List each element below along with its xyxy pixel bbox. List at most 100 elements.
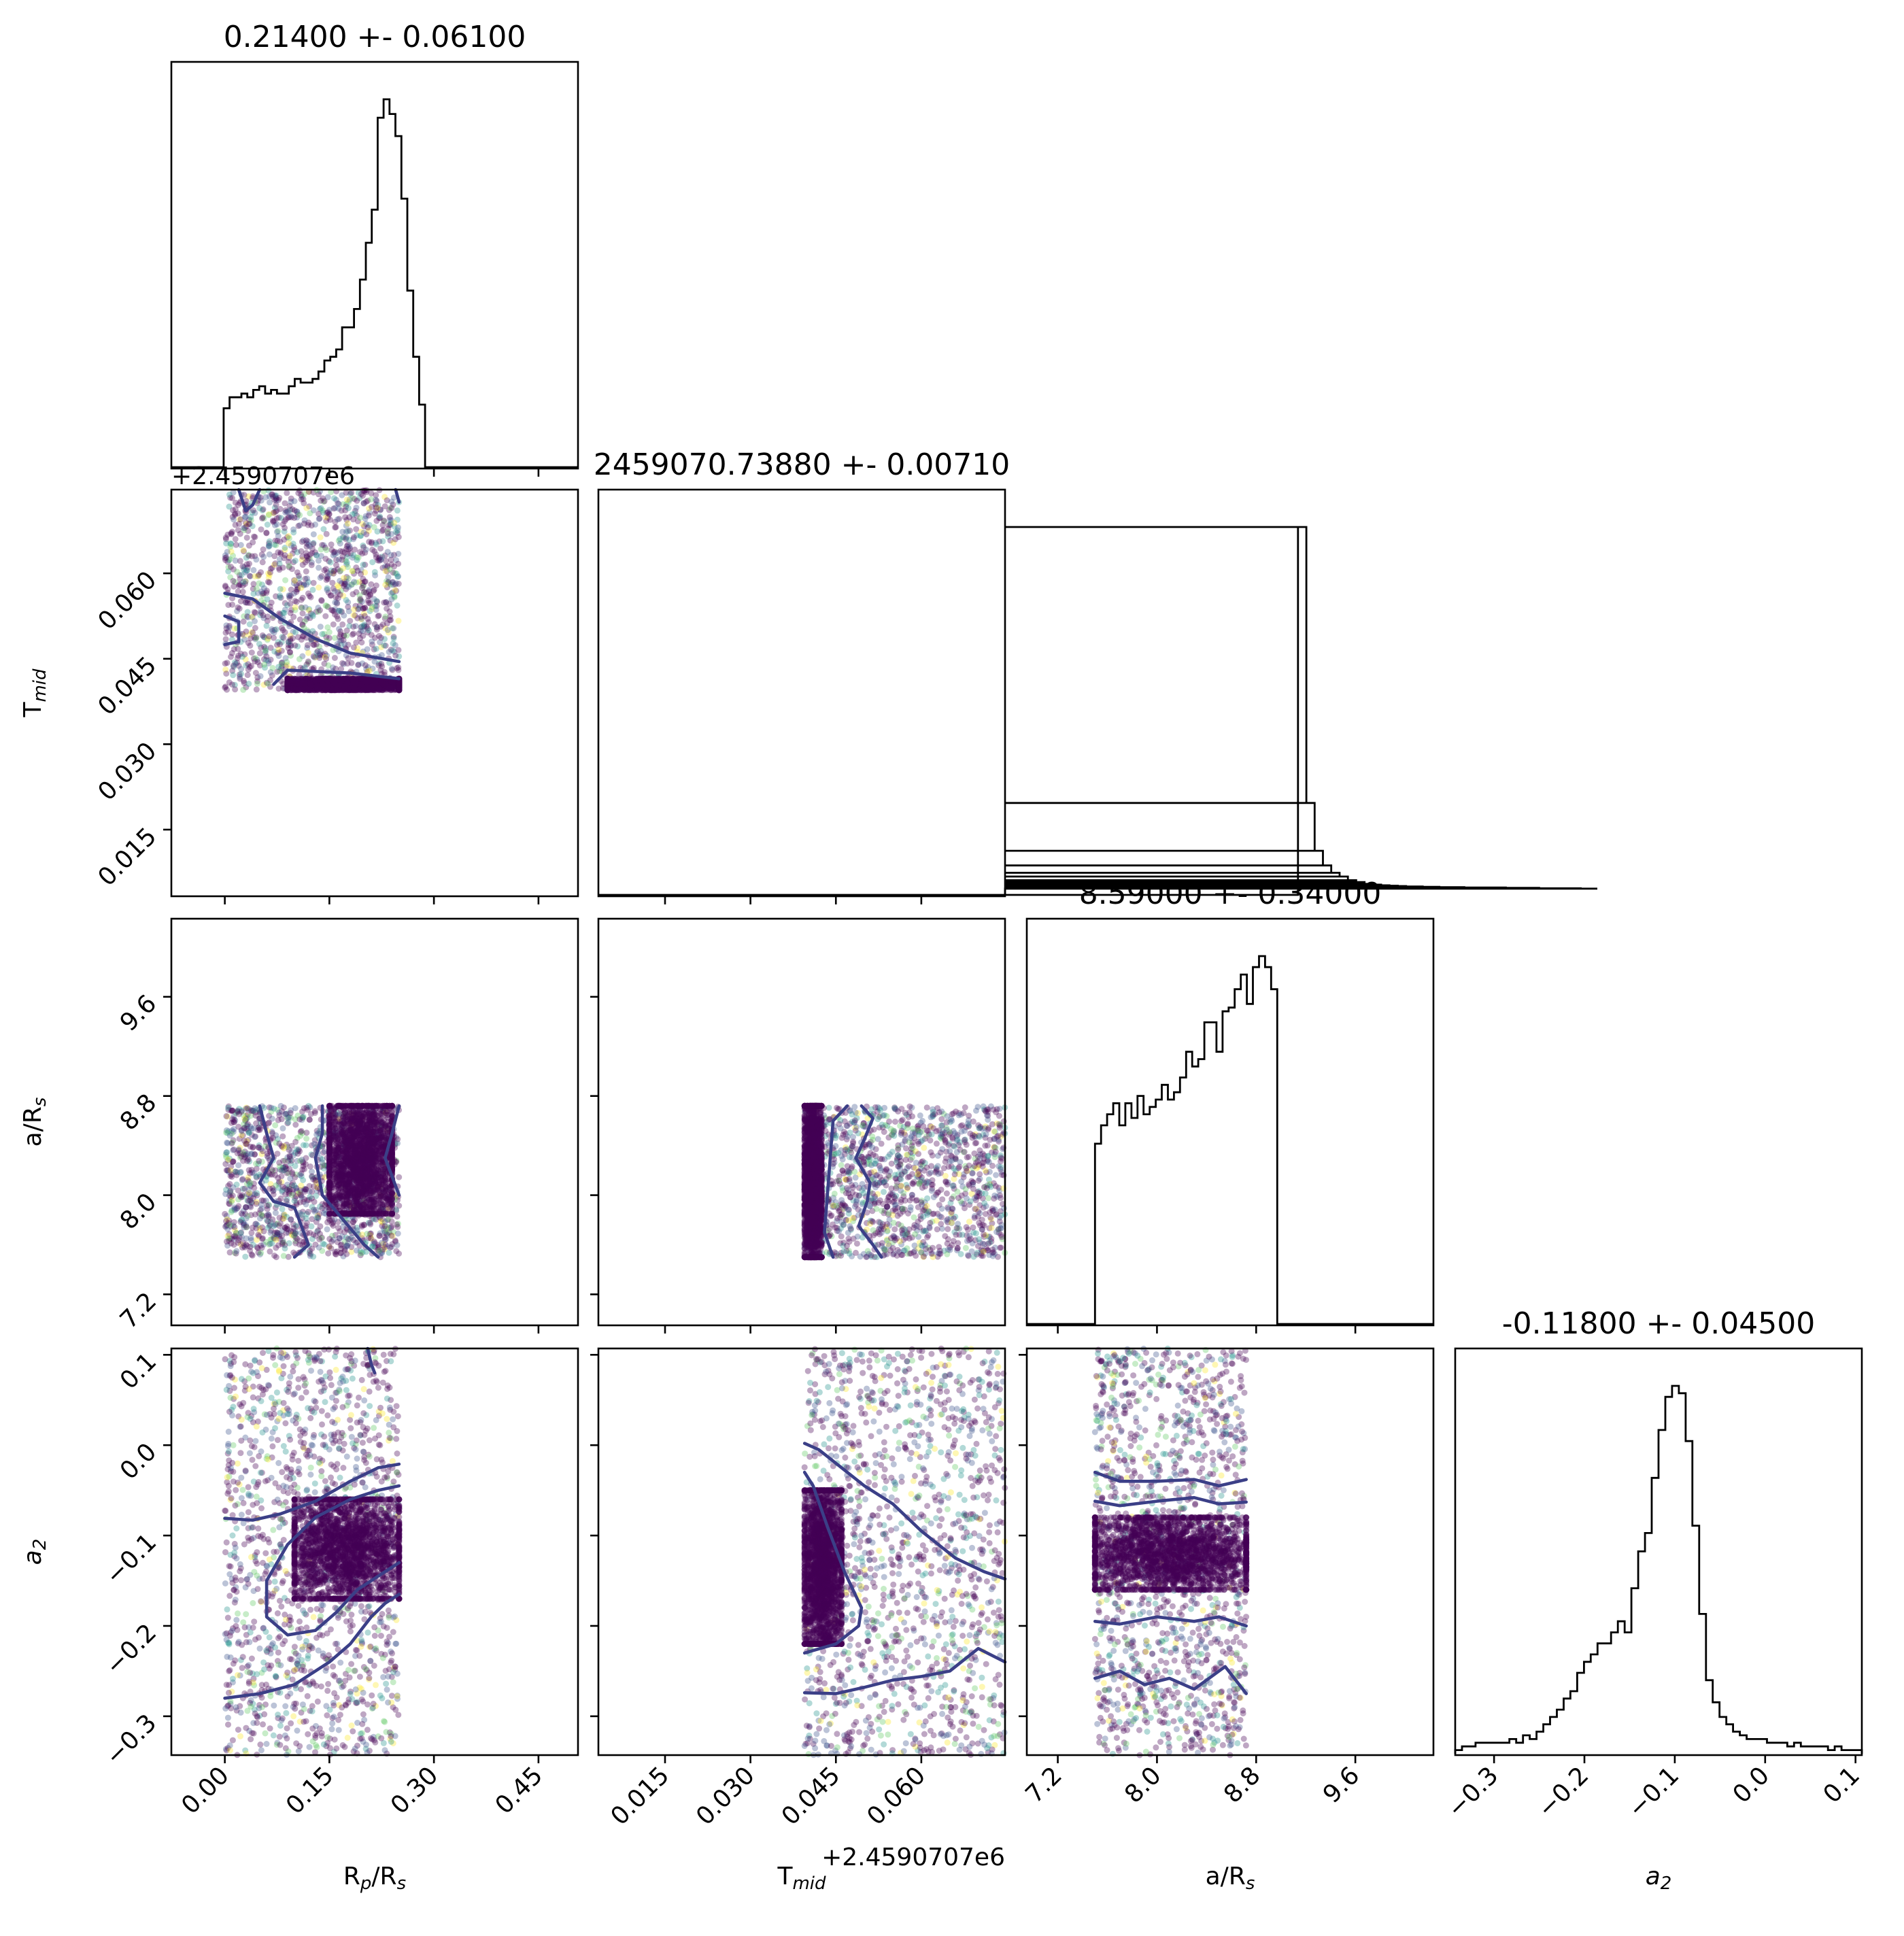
- scatter-point: [239, 588, 246, 595]
- scatter-point: [277, 641, 284, 647]
- scatter-point: [312, 654, 319, 661]
- scatter-point: [235, 582, 242, 589]
- scatter-point: [282, 500, 288, 507]
- scatter-point: [372, 572, 379, 579]
- scatter-point: [296, 616, 303, 623]
- scatter-point: [332, 518, 339, 525]
- scatter-point: [238, 1153, 245, 1159]
- scatter-point: [339, 548, 346, 555]
- scatter-point: [256, 580, 262, 587]
- scatter-point: [292, 1240, 299, 1246]
- scatter-point: [275, 514, 282, 521]
- scatter-point: [297, 1132, 304, 1139]
- scatter-point: [390, 640, 396, 647]
- scatter-point: [322, 566, 329, 573]
- scatter-point: [357, 549, 364, 556]
- scatter-point: [272, 509, 279, 515]
- scatter-point: [247, 1244, 254, 1251]
- scatter-point: [261, 661, 267, 668]
- scatter-point: [287, 609, 294, 616]
- scatter-point: [303, 1142, 309, 1149]
- scatter-point: [285, 509, 291, 515]
- scatter-point: [271, 517, 277, 524]
- scatter-point: [316, 584, 322, 591]
- scatter-point: [373, 541, 379, 548]
- scatter-point: [369, 638, 375, 645]
- scatter-point: [331, 495, 337, 502]
- scatter-point: [322, 613, 329, 619]
- scatter-point: [272, 1172, 279, 1178]
- scatter-point: [249, 553, 255, 560]
- scatter-point: [235, 1240, 241, 1246]
- scatter-point: [392, 529, 399, 535]
- scatter-point: [388, 530, 395, 537]
- scatter-point: [242, 599, 249, 606]
- scatter-point: [341, 683, 348, 690]
- scatter-point: [243, 534, 250, 541]
- scatter-point: [228, 1209, 235, 1215]
- scatter-point: [296, 522, 303, 528]
- scatter-point: [377, 507, 384, 513]
- scatter-point: [239, 1192, 245, 1198]
- scatter-point: [336, 1235, 343, 1242]
- scatter-point: [298, 548, 305, 555]
- scatter-point: [381, 636, 388, 643]
- scatter-point: [373, 517, 380, 524]
- scatter-point: [227, 574, 234, 581]
- scatter-point: [361, 613, 368, 619]
- scatter-point: [388, 596, 395, 602]
- scatter-point: [394, 1242, 401, 1249]
- scatter-point: [231, 1119, 237, 1125]
- scatter-point: [303, 543, 310, 550]
- scatter-point: [286, 562, 292, 569]
- scatter-point: [234, 660, 241, 666]
- scatter-point: [275, 646, 282, 653]
- scatter-point: [228, 636, 235, 643]
- scatter-point: [257, 673, 264, 679]
- scatter-point: [350, 644, 357, 651]
- scatter-point: [252, 618, 258, 624]
- scatter-point: [383, 684, 390, 691]
- scatter-point: [243, 1140, 250, 1147]
- scatter-point: [360, 648, 367, 655]
- scatter-point: [260, 546, 267, 553]
- scatter-point: [335, 500, 342, 507]
- scatter-point: [317, 1223, 324, 1229]
- scatter-point: [250, 629, 256, 636]
- scatter-point: [358, 639, 365, 646]
- scatter-point: [275, 528, 282, 534]
- scatter-point: [384, 626, 391, 633]
- scatter-point: [305, 649, 311, 656]
- scatter-point: [354, 557, 360, 564]
- scatter-point: [288, 607, 295, 613]
- scatter-point: [287, 600, 294, 607]
- scatter-point: [288, 643, 294, 649]
- scatter-point: [265, 613, 271, 620]
- scatter-point: [323, 656, 330, 662]
- scatter-point: [346, 623, 353, 629]
- scatter-point: [258, 551, 265, 558]
- scatter-point: [256, 662, 263, 668]
- scatter-point: [226, 624, 233, 631]
- scatter-point: [252, 1105, 258, 1112]
- scatter-point: [326, 1236, 333, 1242]
- scatter-point: [269, 1134, 276, 1141]
- scatter-point: [362, 515, 369, 522]
- scatter-point: [303, 1104, 310, 1111]
- scatter-point: [322, 556, 329, 562]
- scatter-point: [269, 664, 276, 671]
- scatter-point: [393, 1248, 400, 1255]
- scatter-point: [245, 551, 252, 558]
- scatter-point: [231, 583, 237, 590]
- scatter-point: [269, 626, 275, 632]
- scatter-point: [255, 1144, 262, 1151]
- scatter-point: [243, 567, 250, 574]
- scatter-point: [396, 679, 403, 686]
- scatter-point: [386, 566, 393, 573]
- scatter-point: [309, 1245, 316, 1252]
- scatter-point: [376, 1247, 383, 1254]
- scatter-point: [394, 1221, 400, 1228]
- scatter-point: [286, 649, 293, 656]
- scatter-point: [313, 641, 320, 647]
- scatter-point: [343, 528, 350, 535]
